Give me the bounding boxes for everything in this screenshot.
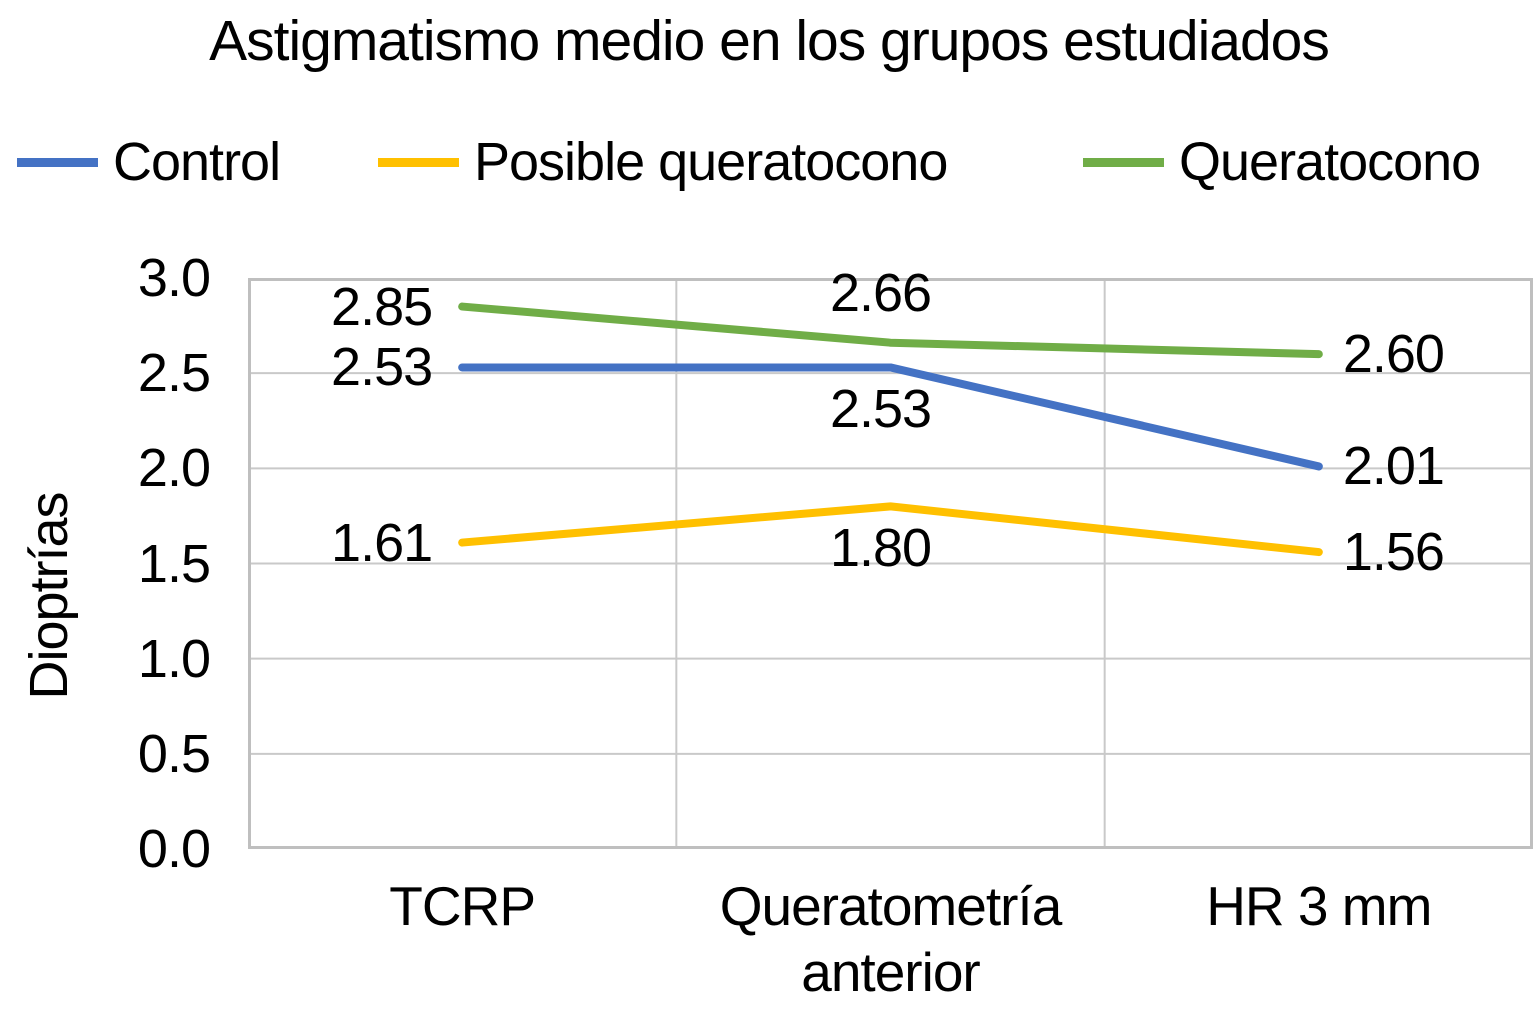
y-axis-title: Dioptrías [19, 492, 79, 700]
chart-title: Astigmatismo medio en los grupos estudia… [209, 9, 1330, 73]
data-label-control: 2.53 [829, 379, 932, 440]
plot-border [248, 278, 1533, 849]
y-tick-label: 3.0 [137, 248, 211, 308]
x-axis-label-queratometr-a-anterior: Queratometría anterior [719, 875, 1063, 1003]
legend-label: Posible queratocono [474, 132, 948, 192]
legend-label: Control [113, 132, 281, 192]
y-tick-label: 1.0 [137, 628, 211, 689]
y-tick-label: 0.0 [137, 819, 211, 879]
data-label-posible-queratocono: 1.61 [331, 512, 433, 573]
y-tick-label: 2.0 [137, 438, 211, 499]
y-tick-label: 0.5 [137, 723, 211, 784]
data-label-queratocono: 2.85 [331, 276, 433, 337]
series-line-queratocono [458, 302, 1323, 359]
plot-svg [248, 278, 1533, 849]
legend-item-queratocono: Queratocono [1083, 126, 1481, 198]
data-label-queratocono: 2.66 [829, 262, 932, 323]
series-line-control [458, 363, 1323, 471]
legend-label: Queratocono [1179, 132, 1481, 192]
legend-swatch-queratocono [1083, 157, 1164, 167]
data-label-control: 2.01 [1342, 436, 1445, 497]
y-tick-label: 2.5 [137, 343, 211, 404]
legend-item-posible-queratocono: Posible queratocono [378, 126, 948, 198]
data-label-posible-queratocono: 1.56 [1342, 522, 1445, 583]
data-label-queratocono: 2.60 [1342, 324, 1445, 385]
series-line-posible-queratocono [458, 502, 1323, 557]
data-label-control: 2.53 [331, 337, 433, 398]
y-tick-label: 1.5 [137, 533, 211, 594]
x-axis-label-tcrp: TCRP [389, 875, 536, 937]
legend-swatch-posible-queratocono [378, 157, 459, 167]
legend-swatch-control [17, 157, 98, 167]
plot-area [248, 278, 1533, 849]
legend: Control Posible queratocono Queratocono [0, 126, 1538, 198]
data-label-posible-queratocono: 1.80 [829, 518, 932, 579]
x-axis-label-hr-3-mm: HR 3 mm [1206, 875, 1432, 937]
legend-item-control: Control [17, 126, 281, 198]
